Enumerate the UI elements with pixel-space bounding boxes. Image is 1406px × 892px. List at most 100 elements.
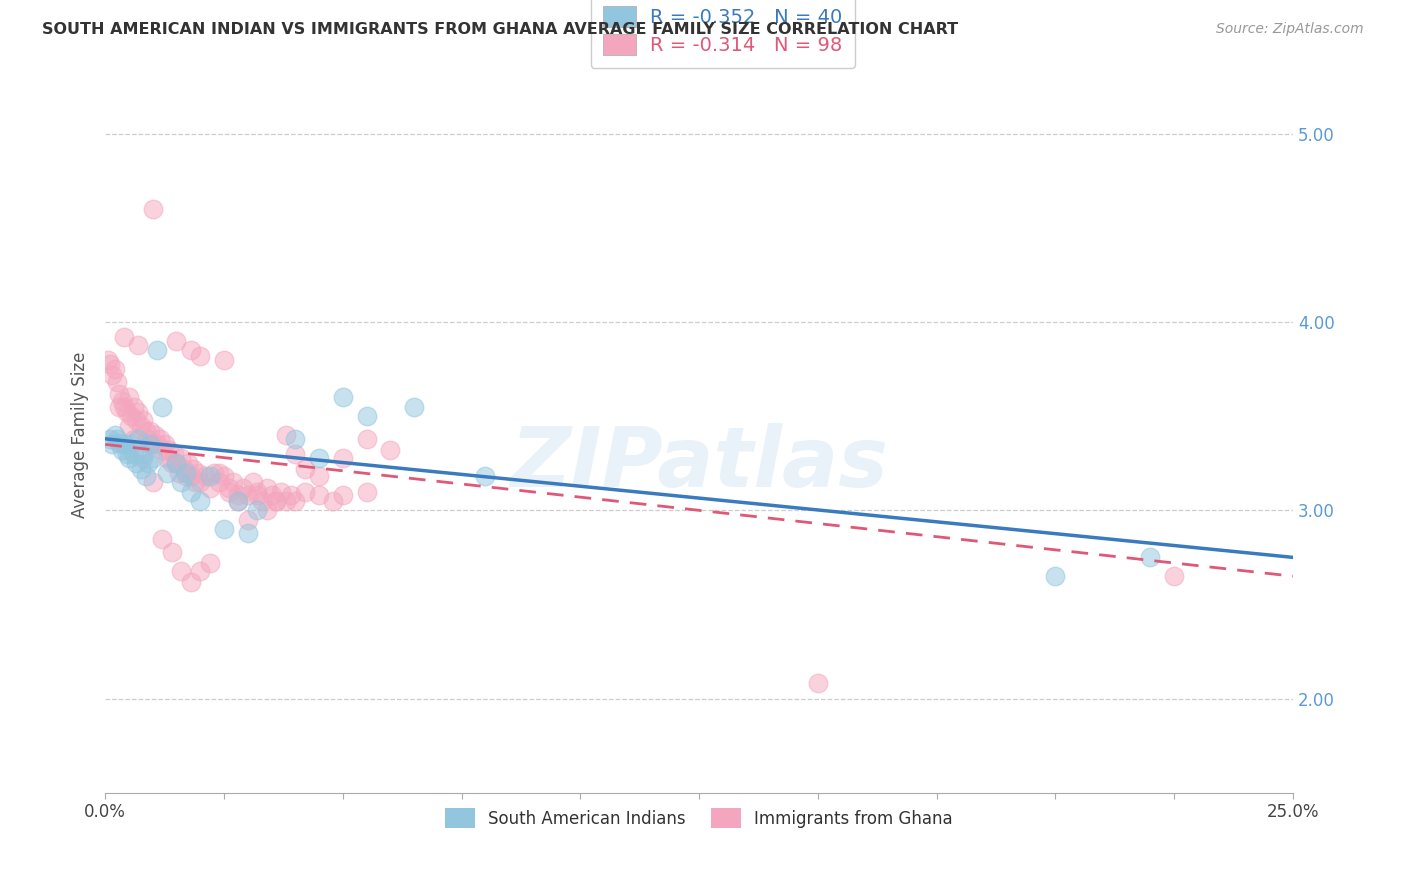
Point xyxy=(236,513,259,527)
Point xyxy=(112,400,135,414)
Point xyxy=(184,475,207,489)
Point xyxy=(142,450,165,465)
Point xyxy=(142,475,165,489)
Point xyxy=(118,450,141,465)
Point xyxy=(153,437,176,451)
Text: Source: ZipAtlas.com: Source: ZipAtlas.com xyxy=(1216,22,1364,37)
Point xyxy=(188,349,211,363)
Point xyxy=(105,376,128,390)
Point xyxy=(122,400,145,414)
Point xyxy=(122,447,145,461)
Point xyxy=(260,488,283,502)
Point xyxy=(308,469,330,483)
Text: SOUTH AMERICAN INDIAN VS IMMIGRANTS FROM GHANA AVERAGE FAMILY SIZE CORRELATION C: SOUTH AMERICAN INDIAN VS IMMIGRANTS FROM… xyxy=(42,22,959,37)
Point xyxy=(402,400,425,414)
Point xyxy=(160,545,183,559)
Point xyxy=(246,503,269,517)
Point xyxy=(166,456,188,470)
Point xyxy=(111,394,134,409)
Point xyxy=(160,456,183,470)
Point xyxy=(105,432,128,446)
Point xyxy=(208,475,231,489)
Point xyxy=(115,447,138,461)
Point xyxy=(264,494,287,508)
Point xyxy=(232,481,254,495)
Point xyxy=(242,475,264,489)
Point xyxy=(356,409,378,424)
Point xyxy=(166,334,188,348)
Point xyxy=(208,466,231,480)
Y-axis label: Average Family Size: Average Family Size xyxy=(72,351,89,518)
Point xyxy=(150,532,173,546)
Point xyxy=(125,456,148,470)
Point xyxy=(135,469,157,483)
Point xyxy=(274,494,297,508)
Point xyxy=(212,352,235,367)
Point xyxy=(198,556,221,570)
Point xyxy=(194,469,217,483)
Point xyxy=(108,400,131,414)
Point xyxy=(256,481,278,495)
Point xyxy=(104,362,127,376)
Point xyxy=(149,432,172,446)
Point xyxy=(129,462,152,476)
Point xyxy=(1139,550,1161,565)
Point xyxy=(187,466,209,480)
Point xyxy=(125,413,148,427)
Point xyxy=(332,450,354,465)
Point xyxy=(294,484,316,499)
Point xyxy=(156,466,179,480)
Point xyxy=(101,368,124,382)
Point xyxy=(142,437,165,451)
Point xyxy=(332,391,354,405)
Point xyxy=(97,352,120,367)
Point xyxy=(127,337,149,351)
Point xyxy=(294,462,316,476)
Point xyxy=(284,494,307,508)
Point xyxy=(284,447,307,461)
Point xyxy=(274,428,297,442)
Point xyxy=(380,443,402,458)
Point xyxy=(170,475,193,489)
Point xyxy=(174,469,197,483)
Point xyxy=(180,484,202,499)
Point xyxy=(198,481,221,495)
Point xyxy=(332,488,354,502)
Point xyxy=(132,413,155,427)
Point xyxy=(474,469,496,483)
Point xyxy=(270,484,292,499)
Point xyxy=(170,564,193,578)
Point xyxy=(146,343,169,358)
Point xyxy=(198,469,221,483)
Point xyxy=(111,443,134,458)
Point xyxy=(236,488,259,502)
Point xyxy=(132,447,155,461)
Point xyxy=(204,466,226,480)
Point xyxy=(226,488,249,502)
Point xyxy=(156,450,179,465)
Point xyxy=(136,456,159,470)
Point xyxy=(108,386,131,401)
Point xyxy=(129,418,152,433)
Point xyxy=(122,432,145,446)
Text: ZIPatlas: ZIPatlas xyxy=(510,423,889,504)
Point xyxy=(104,428,127,442)
Point xyxy=(135,425,157,439)
Point xyxy=(120,437,142,451)
Point xyxy=(226,494,249,508)
Point xyxy=(118,418,141,433)
Point xyxy=(356,484,378,499)
Point xyxy=(98,357,121,371)
Point xyxy=(142,202,165,217)
Point xyxy=(308,488,330,502)
Point xyxy=(173,462,195,476)
Point xyxy=(188,475,211,489)
Point xyxy=(112,437,135,451)
Point xyxy=(98,432,121,446)
Point xyxy=(120,409,142,424)
Point xyxy=(807,676,830,690)
Point xyxy=(246,488,269,502)
Point xyxy=(218,481,240,495)
Point xyxy=(174,466,197,480)
Point xyxy=(222,475,245,489)
